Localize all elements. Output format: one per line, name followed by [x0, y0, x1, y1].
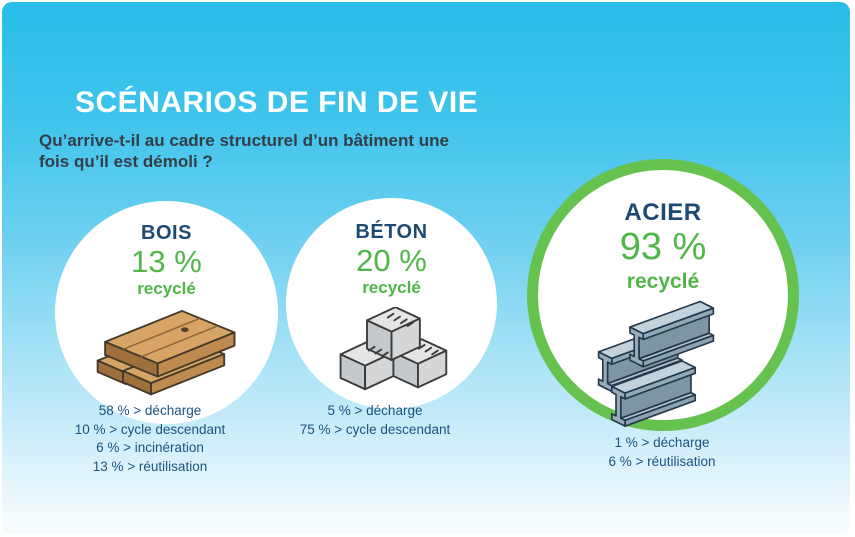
material-name: BOIS — [141, 222, 192, 244]
page-title: SCÉNARIOS DE FIN DE VIE — [75, 86, 479, 119]
wood-planks-icon — [92, 308, 242, 402]
material-name: ACIER — [624, 199, 702, 226]
material-card-beton: BÉTON 20 % recyclé — [286, 198, 497, 409]
page-subtitle-line1: Qu’arrive-t-il au cadre structurel d’un … — [39, 131, 449, 150]
breakdown-list-acier: 1 % > décharge 6 % > réutilisation — [547, 434, 777, 471]
breakdown-item: 1 % > décharge — [614, 435, 710, 450]
recycled-percent: 13 % — [131, 244, 202, 279]
breakdown-list-beton: 5 % > décharge 75 % > cycle descendant — [260, 402, 490, 439]
material-card-bois: BOIS 13 % recyclé — [55, 201, 278, 424]
breakdown-item: 5 % > décharge — [327, 403, 423, 418]
recycled-percent: 20 % — [356, 243, 427, 278]
material-card-acier: ACIER 93 % recyclé — [527, 159, 799, 431]
material-name: BÉTON — [355, 221, 428, 243]
page-subtitle-line2: fois qu’il est démoli ? — [39, 152, 213, 171]
breakdown-item: 13 % > réutilisation — [92, 458, 208, 474]
breakdown-item: 75 % > cycle descendant — [299, 421, 451, 437]
concrete-blocks-icon — [333, 306, 451, 397]
recycled-label: recyclé — [626, 270, 700, 294]
recycled-label: recyclé — [137, 278, 196, 298]
breakdown-list-bois: 58 % > décharge 10 % > cycle descendant … — [30, 402, 270, 476]
breakdown-item: 10 % > cycle descendant — [74, 421, 226, 437]
recycled-label: recyclé — [362, 277, 421, 297]
recycled-percent: 93 % — [619, 226, 707, 269]
breakdown-item: 58 % > décharge — [98, 403, 202, 418]
breakdown-item: 6 % > incinération — [96, 440, 204, 455]
page-subtitle: Qu’arrive-t-il au cadre structurel d’un … — [39, 130, 449, 172]
steel-beams-icon — [588, 299, 738, 428]
breakdown-item: 6 % > réutilisation — [608, 453, 716, 469]
